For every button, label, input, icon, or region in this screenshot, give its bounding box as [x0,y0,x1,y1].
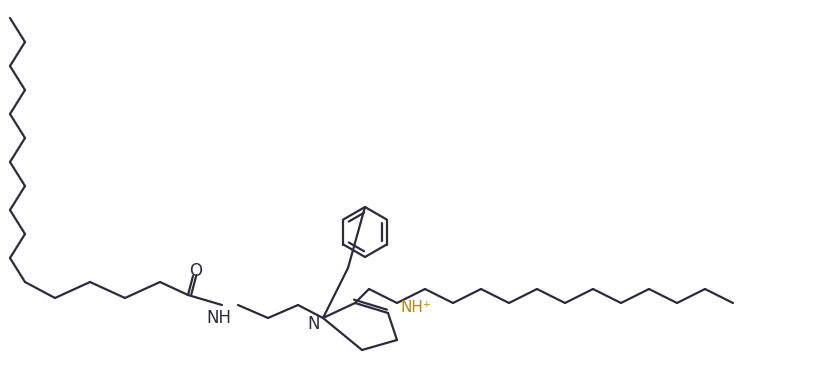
Text: NH⁺: NH⁺ [400,300,431,314]
Text: N: N [308,315,320,333]
Text: NH: NH [206,309,231,327]
Text: O: O [189,262,202,280]
